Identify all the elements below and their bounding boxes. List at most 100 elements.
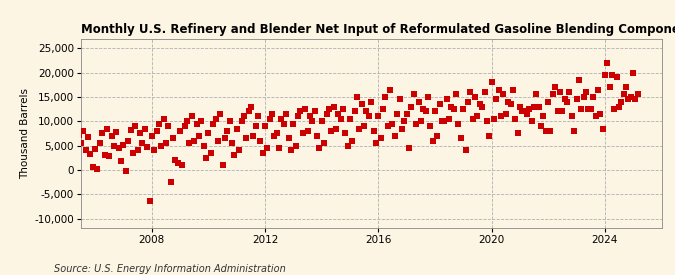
Point (373, 114, 383, 119)
Point (500, 112, 511, 116)
Point (443, 117, 454, 121)
Point (371, 141, 381, 145)
Point (180, 124, 190, 128)
Point (311, 134, 322, 138)
Point (340, 131, 350, 136)
Point (564, 90, 575, 94)
Point (109, 143, 119, 148)
Point (198, 143, 209, 148)
Point (612, 75, 622, 80)
Point (614, 104, 624, 109)
Point (335, 117, 346, 121)
Point (467, 117, 478, 121)
Point (545, 129, 556, 133)
Point (628, 70, 639, 75)
Point (626, 95, 637, 99)
Point (479, 90, 490, 94)
Point (597, 126, 608, 131)
Point (170, 158, 181, 162)
Point (550, 85, 561, 89)
Point (609, 107, 620, 111)
Point (191, 122, 202, 126)
Point (118, 142, 129, 147)
Point (219, 136, 230, 141)
Point (274, 146, 285, 150)
Point (453, 122, 464, 126)
Point (574, 78, 585, 82)
Point (566, 114, 577, 119)
Point (288, 122, 299, 126)
Point (317, 119, 327, 123)
Point (432, 134, 443, 138)
Point (585, 107, 596, 111)
Point (465, 90, 476, 94)
Point (128, 151, 138, 155)
Point (69, 136, 80, 141)
Point (325, 129, 336, 133)
Point (146, 134, 157, 138)
Point (498, 92, 509, 97)
Point (260, 124, 271, 128)
Point (510, 117, 520, 121)
Point (224, 119, 235, 123)
Point (175, 129, 186, 133)
Point (134, 131, 145, 136)
Point (587, 95, 598, 99)
Point (189, 139, 200, 143)
Point (350, 109, 360, 114)
Point (167, 136, 178, 141)
Point (505, 102, 516, 106)
Point (97, 131, 107, 136)
Point (361, 109, 372, 114)
Point (267, 112, 277, 116)
Point (437, 119, 448, 123)
Point (508, 87, 518, 92)
Point (396, 126, 407, 131)
Point (399, 119, 410, 123)
Point (130, 124, 141, 128)
Point (562, 100, 572, 104)
Point (234, 148, 244, 153)
Point (533, 104, 544, 109)
Point (227, 141, 238, 145)
Point (111, 130, 122, 134)
Point (484, 134, 495, 138)
Point (576, 107, 587, 111)
Point (590, 114, 601, 119)
Point (547, 92, 558, 97)
Point (569, 129, 580, 133)
Point (531, 92, 542, 97)
Point (271, 131, 282, 136)
Point (368, 129, 379, 133)
Point (616, 100, 626, 104)
Point (359, 124, 370, 128)
Point (158, 117, 169, 121)
Point (74, 133, 84, 137)
Point (580, 90, 591, 94)
Point (215, 112, 225, 116)
Point (88, 165, 99, 170)
Point (583, 107, 594, 111)
Point (427, 139, 438, 143)
Point (269, 134, 280, 138)
Point (481, 119, 492, 123)
Point (524, 107, 535, 111)
Point (213, 139, 223, 143)
Point (538, 114, 549, 119)
Point (595, 112, 605, 116)
Point (460, 148, 471, 153)
Point (307, 119, 318, 123)
Point (61, 151, 72, 155)
Point (571, 97, 582, 101)
Point (323, 107, 334, 111)
Point (76, 141, 86, 145)
Point (293, 114, 304, 119)
Point (300, 107, 310, 111)
Point (236, 119, 247, 123)
Point (156, 143, 167, 148)
Point (125, 128, 136, 132)
Point (477, 104, 487, 109)
Point (92, 167, 103, 171)
Point (246, 104, 256, 109)
Point (331, 126, 342, 131)
